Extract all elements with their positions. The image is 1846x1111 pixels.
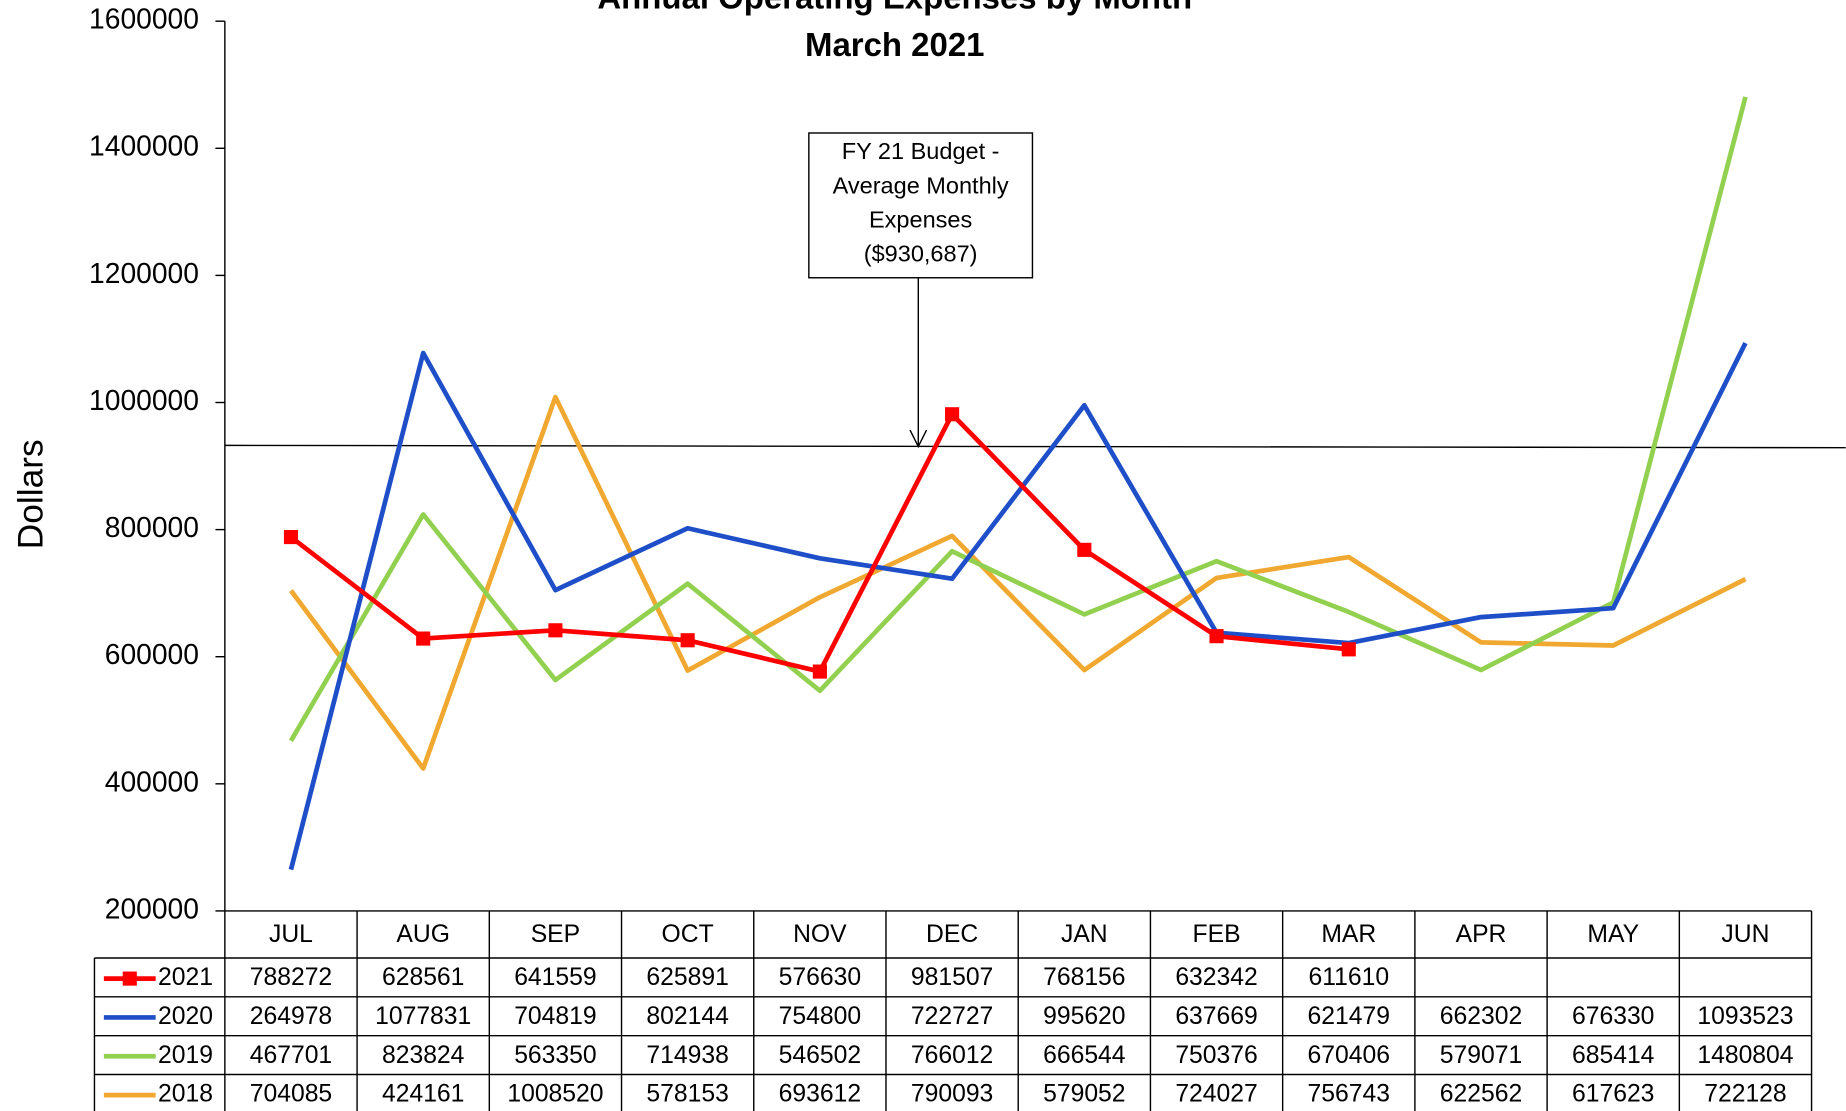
x-tick-label: SEP — [531, 921, 580, 948]
table-value: 802144 — [646, 1003, 729, 1030]
table-value: 722727 — [911, 1003, 993, 1030]
table-value: 704819 — [514, 1003, 596, 1030]
legend-label: 2021 — [158, 964, 213, 991]
table-value: 1077831 — [375, 1003, 471, 1030]
table-value: 628561 — [382, 964, 464, 991]
table-value: 788272 — [250, 964, 332, 991]
x-tick-label: FEB — [1193, 921, 1241, 948]
legend-label: 2018 — [158, 1081, 213, 1108]
table-value: 579052 — [1043, 1081, 1125, 1108]
marker — [548, 623, 563, 638]
marker — [1077, 542, 1092, 557]
table-value: 981507 — [911, 964, 993, 991]
table-value: 722128 — [1704, 1081, 1786, 1108]
series-line — [288, 342, 1748, 871]
annotation-text: FY 21 Budget - — [842, 138, 1000, 164]
annotation-text: Expenses — [869, 206, 972, 232]
table-value: 578153 — [646, 1081, 728, 1108]
annotation-text: Average Monthly — [833, 172, 1009, 198]
legend-label: 2020 — [158, 1003, 213, 1030]
chart-title: Annual Operating Expenses by Month — [597, 0, 1192, 16]
table-value: 622562 — [1440, 1081, 1522, 1108]
y-tick-label: 1400000 — [89, 130, 199, 162]
table-value: 714938 — [646, 1042, 728, 1069]
table-value: 754800 — [779, 1003, 861, 1030]
y-tick-label: 1000000 — [89, 384, 199, 416]
table-value: 621479 — [1308, 1003, 1390, 1030]
table-value: 693612 — [779, 1081, 861, 1108]
x-tick-label: DEC — [926, 921, 978, 948]
table-value: 790093 — [911, 1081, 993, 1108]
marker — [1341, 642, 1356, 657]
x-tick-label: JUL — [269, 921, 313, 948]
chart-subtitle: March 2021 — [805, 26, 984, 63]
table-value: 662302 — [1440, 1003, 1522, 1030]
y-tick-label: 800000 — [105, 511, 199, 543]
table-value: 995620 — [1043, 1003, 1125, 1030]
table-value: 768156 — [1043, 964, 1125, 991]
table-value: 724027 — [1175, 1081, 1257, 1108]
table-value: 666544 — [1043, 1042, 1126, 1069]
y-tick-label: 200000 — [105, 892, 199, 924]
series-line — [289, 394, 1747, 771]
marker — [812, 664, 827, 679]
table-value: 467701 — [250, 1042, 332, 1069]
legend-marker — [122, 971, 137, 986]
table-value: 766012 — [911, 1042, 993, 1069]
x-tick-label: AUG — [396, 921, 450, 948]
table-value: 424161 — [382, 1081, 464, 1108]
annotation-arrowhead — [909, 429, 928, 449]
annotation-box — [808, 132, 1034, 279]
marker — [283, 530, 299, 545]
x-tick-label: NOV — [793, 921, 847, 948]
x-tick-label: MAY — [1587, 921, 1639, 948]
table-value: 563350 — [514, 1042, 596, 1069]
table-value: 576630 — [779, 964, 861, 991]
table-value: 756743 — [1308, 1081, 1390, 1108]
table-value: 685414 — [1572, 1042, 1655, 1069]
y-axis-label: Dollars — [12, 439, 51, 549]
table-value: 625891 — [646, 964, 728, 991]
x-tick-label: JAN — [1061, 921, 1108, 948]
table-value: 611610 — [1308, 964, 1389, 991]
table-value: 632342 — [1175, 964, 1257, 991]
series-line — [288, 96, 1748, 742]
y-tick-label: 1600000 — [89, 3, 199, 35]
x-tick-label: MAR — [1321, 921, 1376, 948]
marker — [1209, 629, 1224, 644]
annotation-text: ($930,687) — [864, 241, 978, 267]
x-tick-label: JUN — [1721, 921, 1769, 948]
legend-label: 2019 — [158, 1042, 213, 1069]
table-value: 264978 — [250, 1003, 332, 1030]
table-value: 676330 — [1572, 1003, 1654, 1030]
table-value: 1093523 — [1697, 1003, 1793, 1030]
marker — [945, 407, 960, 422]
table-value: 579071 — [1440, 1042, 1522, 1069]
reference-line — [224, 444, 1846, 449]
table-value: 617623 — [1572, 1081, 1654, 1108]
table-value: 637669 — [1175, 1003, 1257, 1030]
marker — [680, 633, 695, 648]
table-value: 641559 — [514, 964, 596, 991]
x-tick-label: OCT — [662, 921, 714, 948]
table-value: 1480804 — [1697, 1042, 1793, 1069]
table-value: 704085 — [250, 1081, 332, 1108]
y-tick-label: 600000 — [105, 638, 199, 670]
table-value: 546502 — [779, 1042, 861, 1069]
y-tick-label: 1200000 — [89, 257, 199, 289]
table-value: 1008520 — [507, 1081, 603, 1108]
series-line — [289, 411, 1350, 674]
table-value: 750376 — [1175, 1042, 1257, 1069]
x-tick-label: APR — [1456, 921, 1507, 948]
marker — [416, 631, 431, 646]
table-value: 823824 — [382, 1042, 465, 1069]
table-value: 670406 — [1308, 1042, 1390, 1069]
y-tick-label: 400000 — [105, 765, 199, 797]
